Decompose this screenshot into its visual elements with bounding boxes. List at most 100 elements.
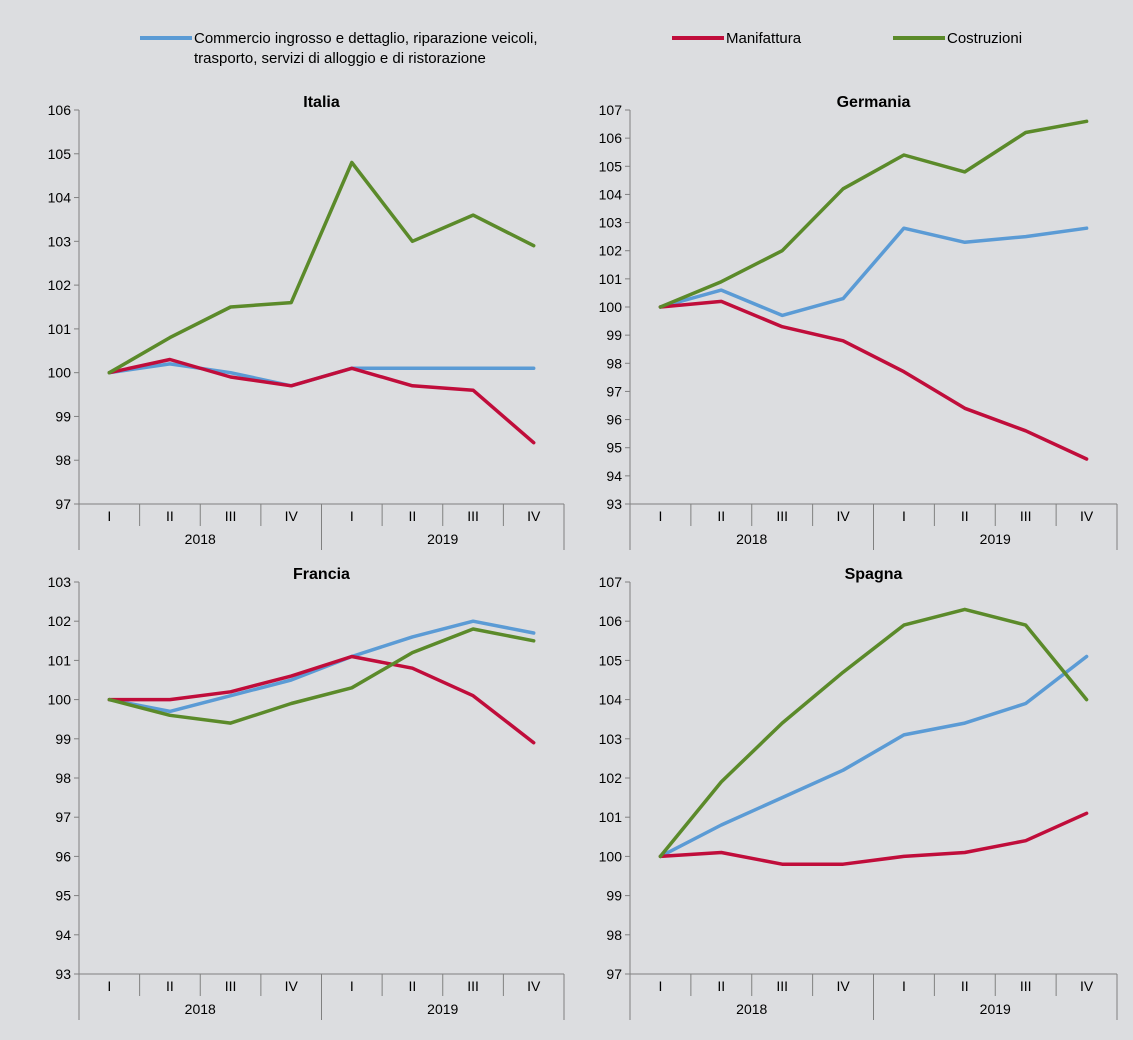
series-line [107,654,536,745]
chart-title: Spagna [845,566,903,583]
y-tick-label: 100 [599,299,623,315]
y-tick-label: 101 [48,652,72,668]
y-tick-label: 98 [55,452,71,468]
y-tick-label: 98 [606,927,622,943]
x-tick-label: II [961,978,969,994]
y-tick-label: 105 [599,158,623,174]
y-tick-label: 98 [55,770,71,786]
x-tick-label: IV [1080,978,1094,994]
series-line [658,811,1089,866]
x-tick-label: II [961,508,969,524]
x-tick-label: II [717,978,725,994]
y-tick-label: 96 [606,412,622,428]
x-tick-label: II [717,508,725,524]
x-tick-label: II [166,978,174,994]
y-tick-label: 105 [48,146,72,162]
legend-label: Manifattura [726,30,802,47]
series-line [107,357,536,445]
y-tick-label: 102 [599,770,623,786]
y-tick-label: 99 [606,327,622,343]
y-tick-label: 93 [55,966,71,982]
y-tick-label: 99 [55,731,71,747]
year-label: 2018 [736,531,767,547]
y-tick-label: 95 [606,440,622,456]
y-tick-label: 98 [606,355,622,371]
x-tick-label: II [409,978,417,994]
series-line [658,607,1089,859]
y-tick-label: 97 [606,383,622,399]
series-line [658,654,1089,859]
chart-title: Germania [837,94,911,111]
x-tick-label: I [658,978,662,994]
y-tick-label: 105 [599,652,623,668]
y-tick-label: 104 [48,190,72,206]
y-tick-label: 99 [55,408,71,424]
y-tick-label: 106 [599,130,623,146]
legend-label: Commercio ingrosso e dettaglio, riparazi… [194,30,538,47]
y-tick-label: 101 [48,321,72,337]
y-tick-label: 94 [606,468,622,484]
y-tick-label: 95 [55,888,71,904]
year-label: 2019 [980,531,1011,547]
x-tick-label: IV [527,978,541,994]
y-tick-label: 102 [48,277,72,293]
x-tick-label: II [409,508,417,524]
chart-title: Italia [303,94,340,111]
chart-panel: Germania 93 94 95 96 97 98 99 100 101 102 103 104 105… [599,94,1118,550]
series-line [107,362,536,388]
year-label: 2019 [427,531,458,547]
legend-label: trasporto, servizi di alloggio e di rist… [194,50,486,67]
x-tick-label: IV [836,978,850,994]
y-tick-label: 101 [599,271,623,287]
x-tick-label: III [467,978,479,994]
y-tick-label: 102 [48,613,72,629]
y-tick-label: 97 [606,966,622,982]
series-line [658,226,1089,318]
x-tick-label: IV [285,508,299,524]
year-label: 2018 [185,531,216,547]
legend: Commercio ingrosso e dettaglio, riparazi… [140,30,1022,67]
x-tick-label: I [350,508,354,524]
x-tick-label: III [225,978,237,994]
legend-item: Manifattura [672,30,802,47]
x-tick-label: I [107,508,111,524]
y-tick-label: 96 [55,848,71,864]
y-tick-label: 103 [48,233,72,249]
y-tick-label: 106 [48,102,72,118]
y-tick-label: 104 [599,692,623,708]
year-label: 2018 [736,1001,767,1017]
x-tick-label: III [776,508,788,524]
x-tick-label: III [467,508,479,524]
y-tick-label: 94 [55,927,71,943]
x-tick-label: III [776,978,788,994]
x-tick-label: III [1020,508,1032,524]
series-line [107,160,536,375]
y-tick-label: 107 [599,102,623,118]
x-tick-label: III [1020,978,1032,994]
y-tick-label: 103 [48,574,72,590]
y-tick-label: 107 [599,574,623,590]
x-tick-label: III [225,508,237,524]
y-tick-label: 103 [599,215,623,231]
series-line [107,619,536,714]
series-line [658,299,1089,461]
series-line [107,627,536,725]
x-tick-label: IV [1080,508,1094,524]
y-tick-label: 101 [599,809,623,825]
y-tick-label: 103 [599,731,623,747]
y-tick-label: 100 [48,365,72,381]
y-tick-label: 106 [599,613,623,629]
y-tick-label: 102 [599,243,623,259]
x-tick-label: IV [836,508,850,524]
x-tick-label: I [658,508,662,524]
x-tick-label: IV [527,508,541,524]
y-tick-label: 97 [55,809,71,825]
y-tick-label: 99 [606,888,622,904]
year-label: 2019 [427,1001,458,1017]
y-tick-label: 97 [55,496,71,512]
y-tick-label: 104 [599,186,623,202]
y-tick-label: 100 [599,848,623,864]
